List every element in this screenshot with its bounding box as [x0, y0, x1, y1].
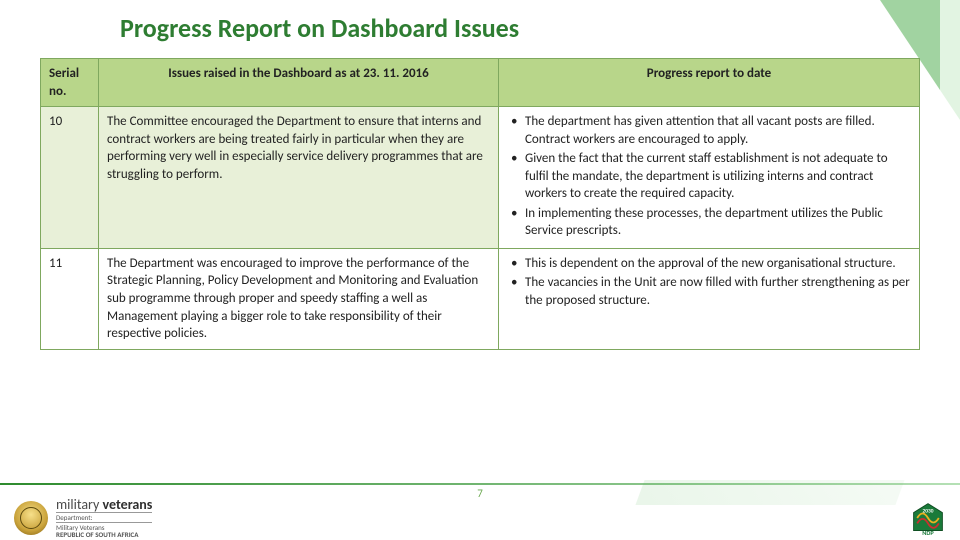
cell-serial: 11 [41, 249, 99, 349]
cell-serial: 10 [41, 107, 99, 248]
progress-bullet: This is dependent on the approval of the… [507, 255, 911, 273]
issues-table: Serial no. Issues raised in the Dashboar… [40, 58, 920, 350]
progress-bullet: The vacancies in the Unit are now filled… [507, 274, 911, 309]
dept-sub-1: Department: [56, 512, 152, 521]
table-row: 10 The Committee encouraged the Departme… [41, 106, 919, 248]
ndp-logo: 2030 NDP [910, 500, 946, 536]
footer-left: military veterans Department: Military V… [14, 498, 152, 539]
table-row: 11 The Department was encouraged to impr… [41, 248, 919, 349]
ndp-icon: 2030 NDP [910, 500, 946, 536]
progress-bullet: In implementing these processes, the dep… [507, 205, 911, 240]
page-title: Progress Report on Dashboard Issues [120, 12, 519, 44]
department-name: military veterans [56, 498, 152, 513]
svg-text:2030: 2030 [923, 509, 934, 515]
coat-of-arms-icon [14, 501, 48, 535]
cell-progress: This is dependent on the approval of the… [499, 249, 919, 349]
department-text: military veterans Department: Military V… [56, 498, 152, 539]
progress-bullet: Given the fact that the current staff es… [507, 150, 911, 203]
cell-issue: The Committee encouraged the Department … [99, 107, 499, 248]
header-progress: Progress report to date [499, 59, 919, 106]
svg-text:NDP: NDP [922, 529, 934, 536]
table-header-row: Serial no. Issues raised in the Dashboar… [41, 59, 919, 106]
header-serial: Serial no. [41, 59, 99, 106]
dept-sub-3: REPUBLIC OF SOUTH AFRICA [56, 531, 152, 538]
cell-issue: The Department was encouraged to improve… [99, 249, 499, 349]
header-issues: Issues raised in the Dashboard as at 23.… [99, 59, 499, 106]
progress-bullet: The department has given attention that … [507, 113, 911, 148]
dept-word-2: veterans [103, 496, 153, 513]
cell-progress: The department has given attention that … [499, 107, 919, 248]
dept-word-1: military [56, 496, 99, 513]
footer: military veterans Department: Military V… [0, 496, 960, 540]
